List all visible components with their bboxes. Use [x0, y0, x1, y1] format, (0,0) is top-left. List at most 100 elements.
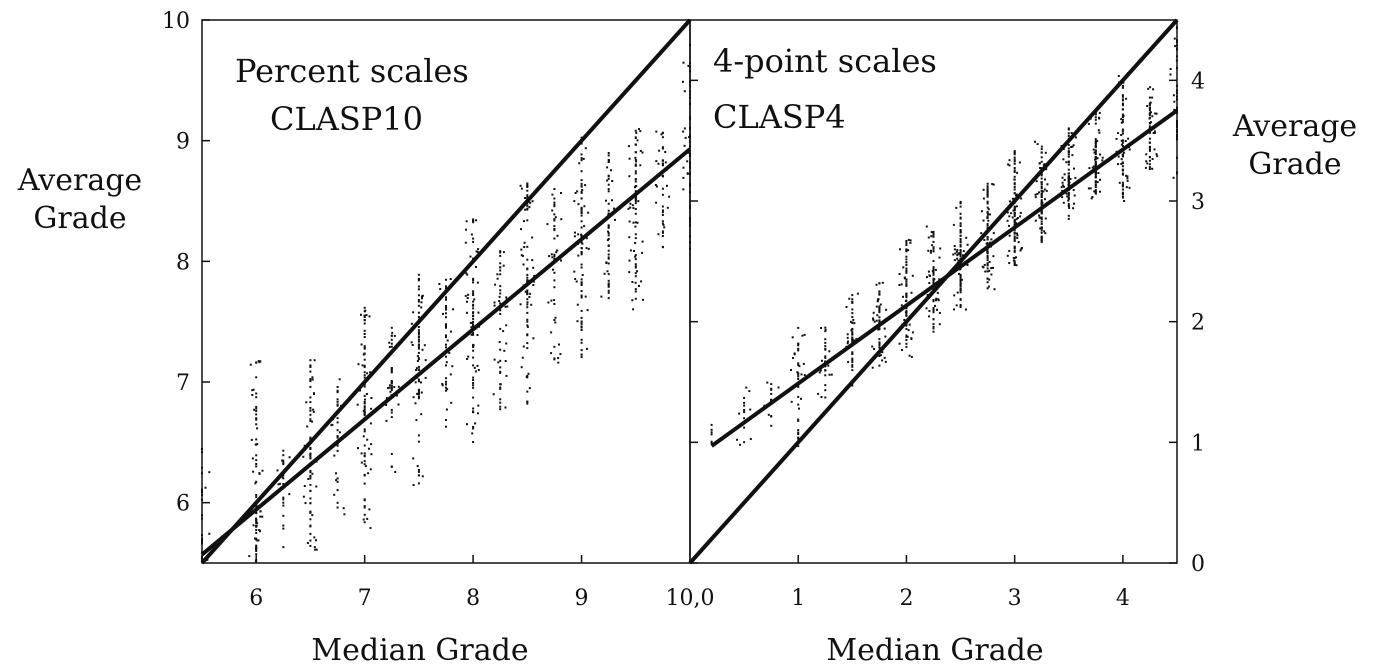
data-point — [1067, 214, 1070, 217]
y-tick-label: 3 — [1191, 190, 1205, 215]
data-point — [1043, 163, 1046, 166]
data-point — [531, 236, 534, 239]
data-point — [527, 372, 530, 375]
data-point — [417, 273, 420, 276]
data-point — [282, 498, 285, 501]
data-point — [336, 400, 339, 403]
data-point — [879, 303, 882, 306]
data-point — [1169, 68, 1172, 70]
data-point — [469, 255, 472, 258]
data-point — [363, 347, 366, 350]
data-point — [878, 282, 881, 285]
data-point — [988, 261, 991, 263]
data-point — [1128, 186, 1131, 189]
data-point — [410, 341, 413, 344]
data-point — [992, 232, 995, 235]
data-point — [1146, 105, 1149, 107]
data-point — [627, 207, 630, 210]
data-point — [1067, 168, 1070, 171]
data-point — [845, 306, 848, 308]
data-point — [255, 512, 258, 515]
data-point — [499, 289, 502, 292]
data-point — [1061, 176, 1064, 179]
data-point — [634, 281, 637, 284]
data-point — [605, 199, 607, 202]
data-point — [248, 555, 251, 558]
data-point — [986, 211, 989, 214]
data-point — [641, 240, 644, 243]
data-point — [361, 364, 364, 367]
data-point — [1097, 129, 1100, 132]
data-point — [959, 255, 962, 258]
data-point — [472, 237, 475, 240]
x-tick-label: 6 — [249, 586, 263, 611]
data-point — [634, 151, 637, 154]
data-point — [743, 409, 746, 411]
right-plot-frame — [689, 19, 1178, 564]
data-point — [309, 469, 312, 472]
data-point — [637, 200, 640, 203]
data-point — [982, 197, 985, 200]
data-point — [875, 319, 878, 322]
data-point — [1152, 132, 1155, 134]
data-point — [1040, 195, 1043, 198]
data-point — [499, 254, 502, 257]
data-point — [343, 513, 346, 516]
data-point — [901, 349, 903, 351]
data-point — [1155, 153, 1158, 156]
data-point — [255, 496, 258, 499]
data-point — [252, 470, 255, 473]
data-point — [309, 474, 312, 477]
data-point — [255, 519, 258, 521]
data-point — [556, 249, 559, 252]
data-point — [282, 461, 285, 464]
data-point — [852, 339, 855, 342]
data-point — [1063, 185, 1065, 188]
data-point — [466, 273, 469, 276]
data-point — [987, 285, 990, 288]
data-point — [985, 242, 988, 245]
data-point — [986, 185, 989, 188]
x-tick-label: 9 — [575, 586, 589, 611]
data-point — [499, 327, 502, 330]
data-point — [526, 318, 529, 321]
data-point — [824, 384, 827, 387]
data-point — [1040, 226, 1043, 229]
data-point — [526, 195, 529, 198]
data-point — [445, 285, 447, 288]
data-point — [526, 204, 529, 207]
data-point — [363, 428, 366, 431]
data-point — [282, 454, 285, 457]
data-point — [661, 205, 664, 208]
data-point — [1098, 131, 1101, 134]
data-point — [1120, 121, 1123, 124]
data-point — [1013, 218, 1016, 221]
data-point — [388, 346, 391, 348]
data-point — [499, 285, 502, 288]
data-point — [952, 223, 955, 226]
data-point — [338, 378, 341, 381]
data-point — [1067, 172, 1070, 175]
data-point — [474, 370, 477, 373]
data-point — [256, 427, 259, 430]
data-point — [282, 463, 285, 466]
data-point — [853, 322, 856, 325]
data-point — [524, 208, 527, 211]
data-point — [1121, 98, 1124, 101]
data-point — [256, 539, 259, 542]
data-point — [634, 164, 637, 167]
data-point — [363, 402, 366, 405]
data-point — [475, 250, 478, 253]
data-point — [797, 342, 800, 345]
data-point — [472, 221, 475, 224]
data-point — [909, 239, 912, 242]
data-point — [526, 258, 529, 261]
data-point — [655, 185, 658, 188]
data-point — [255, 480, 258, 483]
data-point — [551, 256, 554, 259]
data-point — [416, 360, 419, 362]
data-point — [251, 394, 254, 396]
data-point — [682, 188, 685, 191]
